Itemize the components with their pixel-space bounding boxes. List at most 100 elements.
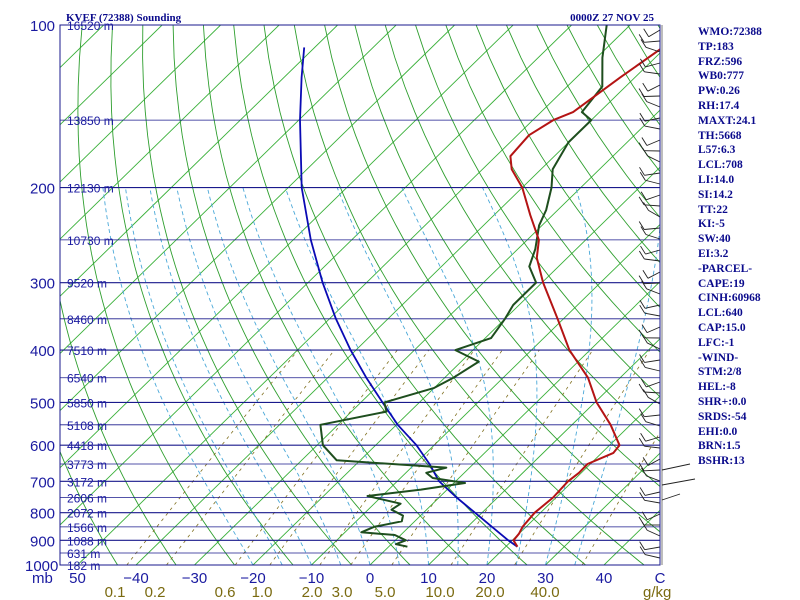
wind-barb [661,463,691,471]
wind-barb [645,234,661,240]
wind-barb [648,209,661,218]
wind-barb-flag [642,389,649,398]
wind-barb [646,139,661,146]
parameter-item: SI:14.2 [698,188,733,201]
wind-barb [644,117,661,122]
wind-barb [661,478,696,486]
wind-barb-flag [639,167,645,176]
wind-barb [645,179,661,185]
parameter-item: HEL:-8 [698,381,736,394]
height-label: 631 m [67,547,100,561]
wind-barb [644,71,661,75]
isotherm-line [252,166,660,565]
temperature-tick-label: −40 [123,570,148,587]
station-title: KVEF (72388) Sounding [66,12,182,24]
wind-barb [644,258,661,262]
wind-barb [644,172,661,176]
height-label: 16520 m [67,19,114,33]
parameter-item: CAPE:19 [698,277,745,290]
wind-barb-flag [638,383,645,393]
wind-barb [644,227,661,230]
wind-barb-flag [639,117,646,127]
mixing-ratio-label: 0.1 [105,584,126,600]
temperature-tick-label: 20 [479,570,496,587]
mixing-ratio-label: 0.6 [215,584,236,600]
mixing-ratio-line [126,349,299,565]
pressure-tick-label: 800 [30,506,55,523]
wind-barb [644,125,661,130]
wind-barb [644,359,661,363]
wind-barb-flag [639,304,646,314]
wind-barb [648,397,661,405]
wind-barb-flag [639,172,646,181]
height-label: 8460 m [67,313,107,327]
height-label: 12130 m [67,182,114,196]
mixing-ratio-line [514,349,651,565]
wind-barb-flag [643,28,650,38]
parameter-item: BSHR:13 [698,455,745,468]
temperature-tick-label: −10 [299,570,324,587]
mixing-ratio-label: 10.0 [425,584,454,600]
pressure-unit-label: mb [32,570,53,587]
moist-adiabat [284,187,429,565]
wind-barb-flag [643,202,649,211]
pressure-tick-label: 900 [30,533,55,550]
wind-barb [644,95,661,97]
wind-barb [646,326,661,334]
parameter-item: RH:17.4 [698,99,740,112]
wind-barb [646,475,661,482]
wind-barb [645,194,661,201]
isotherm-line [60,25,280,240]
wind-barb-flag [641,93,648,102]
wind-barb-flag [641,511,648,521]
wind-barb-flag [639,359,646,368]
wind-barb-flag [640,413,647,422]
height-label: 9520 m [67,277,107,291]
parameter-item: L57:6.3 [698,144,736,157]
wind-barb [646,101,661,108]
height-label: 1088 m [67,534,107,548]
dry-adiabat [60,298,177,565]
pressure-tick-label: 600 [30,438,55,455]
wind-barb-flag [641,280,647,290]
wind-barb-flag [640,245,646,255]
isotherm-line [194,109,660,565]
parameter-item: LI:14.0 [698,173,735,186]
temperature-tick-label: 50 [69,570,86,587]
mixing-ratio-line [166,349,335,565]
parameter-item: MAXT:24.1 [698,114,757,127]
height-label: 2072 m [67,507,107,521]
wind-barb-flag [640,191,647,201]
wind-barb [648,29,661,38]
wind-barb [644,282,661,285]
parameter-item: BRN:1.5 [698,440,741,453]
parameter-item: CAP:15.0 [698,321,746,334]
wind-barb-flag [638,462,645,472]
height-label: 10730 m [67,234,114,248]
temperature-tick-label: −30 [182,570,207,587]
sounding-traces [299,25,660,548]
celsius-label: C [655,570,666,587]
wind-barb-flag [642,270,649,279]
wind-barb [644,414,661,418]
mixing-ratio-label: 0.2 [145,584,166,600]
wind-barb [647,155,661,163]
height-label: 3773 m [67,458,107,472]
temperature-tick-label: 10 [420,570,437,587]
pressure-tick-label: 400 [30,343,55,360]
isotherm-line [60,25,163,126]
mixing-ratio-line [269,349,430,565]
pressure-tick-label: 500 [30,395,55,412]
wind-barb-flag [642,334,648,344]
temperature-tick-label: −20 [240,570,265,587]
wind-barb [645,249,661,255]
isotherm-line [60,25,455,412]
wind-barb [644,546,661,551]
wind-barb [644,391,661,394]
isotherm-line [60,25,338,297]
wind-barb-flag [639,112,646,122]
wind-barb [647,342,661,350]
wind-barb-flag [638,275,645,284]
